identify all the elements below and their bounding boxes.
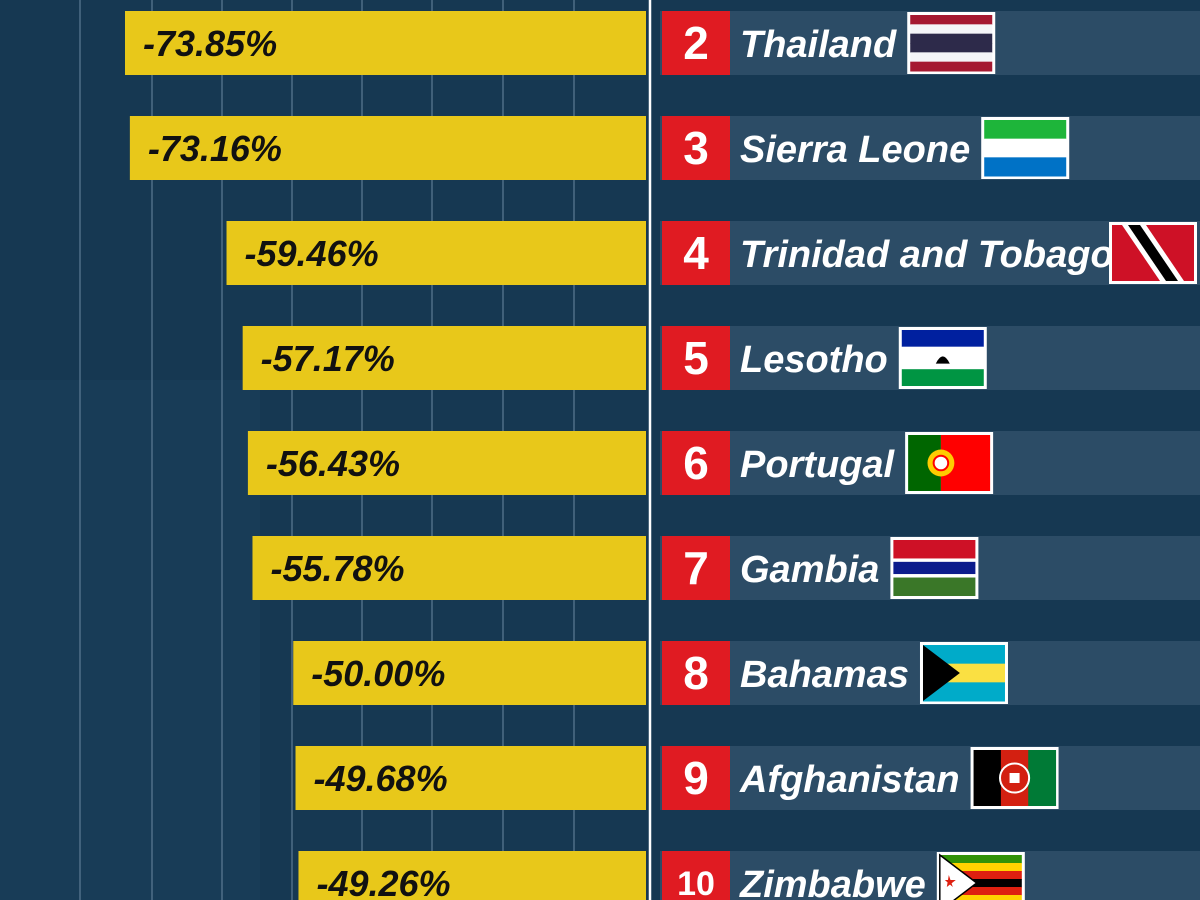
rank-box — [662, 326, 730, 390]
zimbabwe-flag — [936, 852, 1025, 900]
rank-number: 7 — [683, 542, 709, 594]
rank-box — [662, 851, 730, 900]
country-label: Trinidad and Tobago — [740, 234, 1114, 276]
bahamas-flag — [919, 642, 1008, 704]
data-label: -73.16% — [148, 128, 282, 169]
chart-row: -57.17% 5 Lesotho — [242, 326, 1200, 390]
bar — [125, 11, 646, 75]
rank-box — [662, 431, 730, 495]
row-band — [660, 746, 1200, 810]
country-label: Zimbabwe — [739, 864, 926, 900]
chart-rows: -73.85% 2 Thailand -73.16% 3 Sierra Leone -59.… — [125, 11, 1200, 900]
lesotho-flag — [898, 327, 987, 389]
chart-row: -55.78% 7 Gambia — [252, 536, 1200, 600]
rank-box — [662, 746, 730, 810]
bar — [298, 851, 646, 900]
country-label: Lesotho — [740, 339, 888, 381]
rank-number: 10 — [677, 865, 715, 900]
bar — [295, 746, 646, 810]
bar — [242, 326, 646, 390]
chart-row: -73.85% 2 Thailand — [125, 11, 1200, 75]
data-label: -73.85% — [143, 23, 277, 64]
rank-number: 5 — [683, 332, 709, 384]
row-band — [660, 851, 1200, 900]
data-label: -57.17% — [261, 338, 395, 379]
thailand-flag — [907, 12, 996, 74]
rank-box — [662, 536, 730, 600]
country-label: Bahamas — [740, 654, 909, 696]
chart-row: -73.16% 3 Sierra Leone — [129, 116, 1200, 180]
data-label: -59.46% — [245, 233, 379, 274]
bar — [293, 641, 646, 705]
data-label: -49.68% — [314, 758, 448, 799]
afghanistan-flag — [970, 747, 1059, 809]
bar — [226, 221, 646, 285]
portugal-flag — [905, 432, 994, 494]
bar — [129, 116, 646, 180]
chart-row: -50.00% 8 Bahamas — [293, 641, 1200, 705]
chart-row: -59.46% 4 Trinidad and Tobago — [226, 221, 1200, 285]
chart-row: -49.68% 9 Afghanistan — [295, 746, 1200, 810]
background-shade — [0, 380, 260, 900]
rank-number: 9 — [683, 752, 709, 804]
country-label: Gambia — [740, 549, 879, 591]
bar — [252, 536, 647, 600]
country-label: Sierra Leone — [740, 129, 970, 171]
rank-box — [662, 221, 730, 285]
country-label: Portugal — [740, 444, 896, 486]
rank-number: 3 — [683, 122, 709, 174]
country-label: Afghanistan — [739, 759, 960, 801]
gambia-flag — [890, 537, 979, 599]
row-band — [660, 116, 1200, 180]
sierra-leone-flag — [981, 117, 1070, 179]
trinidad-and-tobago-flag — [1109, 222, 1197, 284]
rank-box — [662, 116, 730, 180]
data-label: -55.78% — [270, 548, 404, 589]
rank-number: 2 — [683, 17, 709, 69]
country-label: Thailand — [740, 24, 897, 66]
rank-number: 4 — [683, 227, 709, 279]
bar — [247, 431, 646, 495]
rank-box — [662, 11, 730, 75]
rank-number: 6 — [683, 437, 709, 489]
data-label: -56.43% — [266, 443, 400, 484]
rank-box — [662, 641, 730, 705]
rank-number: 8 — [683, 647, 709, 699]
data-label: -49.26% — [316, 863, 450, 900]
chart-row: -56.43% 6 Portugal — [247, 431, 1200, 495]
chart-row: -49.26% 10 Zimbabwe — [298, 851, 1200, 900]
data-label: -50.00% — [311, 653, 445, 694]
